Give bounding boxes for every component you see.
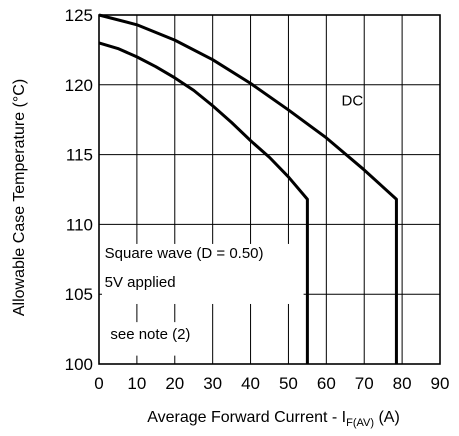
- y-tick-labels: 100 105 110 115 120 125: [65, 6, 93, 374]
- y-tick-label: 110: [66, 215, 93, 234]
- x-axis-title-unit: (A): [374, 409, 400, 426]
- annotation-label: DC: [341, 93, 363, 110]
- y-tick-label: 115: [66, 146, 93, 165]
- x-tick-label: 0: [94, 374, 103, 393]
- x-tick-label: 90: [431, 374, 450, 393]
- x-tick-label: 50: [279, 374, 298, 393]
- x-tick-labels: 0 10 20 30 40 50 60 70 80 90: [94, 374, 449, 393]
- y-tick-label: 105: [65, 285, 93, 304]
- x-tick-label: 80: [393, 374, 412, 393]
- annotation-background: [102, 322, 187, 356]
- x-tick-label: 10: [127, 374, 146, 393]
- annotation-background: [102, 243, 304, 304]
- x-tick-label: 60: [317, 374, 336, 393]
- annotation-label: Square wave (D = 0.50): [105, 245, 264, 262]
- x-axis-title-subscript: F(AV): [346, 417, 374, 429]
- annotation-label: 5V applied: [105, 274, 176, 291]
- x-tick-label: 40: [241, 374, 260, 393]
- x-tick-label: 70: [355, 374, 374, 393]
- x-tick-label: 20: [165, 374, 184, 393]
- series-line-square-wave: [98, 41, 309, 364]
- y-axis-title: Allowable Case Temperature (°C): [11, 79, 28, 316]
- x-tick-label: 30: [203, 374, 222, 393]
- y-tick-label: 120: [65, 76, 93, 95]
- series-line-dc: [98, 13, 398, 364]
- y-tick-label: 125: [65, 6, 93, 25]
- x-axis-title: Average Forward Current - IF(AV) (A): [147, 409, 400, 429]
- annotation-label: see note (2): [110, 326, 190, 343]
- annotations: DC Square wave (D = 0.50) 5V applied see no…: [105, 93, 364, 343]
- plot-frame: [98, 14, 441, 365]
- x-axis-title-main: Average Forward Current - I: [147, 409, 346, 426]
- series: [98, 13, 398, 364]
- y-tick-label: 100: [65, 355, 93, 374]
